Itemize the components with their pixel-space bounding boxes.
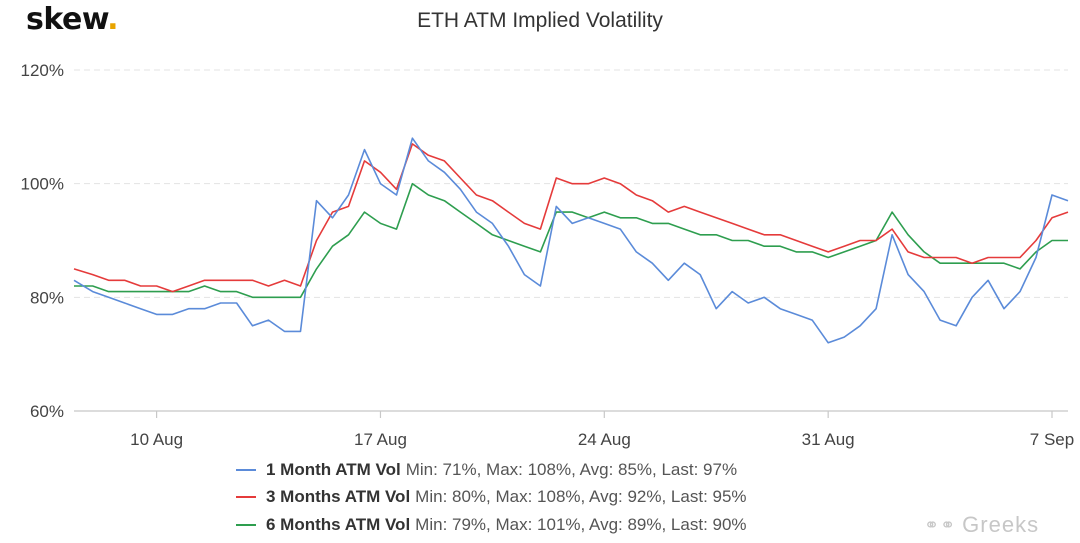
legend-item-6m[interactable]: 6 Months ATM Vol Min: 79%, Max: 101%, Av… <box>236 511 747 539</box>
y-tick-label: 60% <box>30 402 64 421</box>
x-tick-label: 24 Aug <box>578 430 631 449</box>
legend-series-name: 1 Month ATM Vol <box>266 459 401 479</box>
legend-series-stats: Min: 79%, Max: 101%, Avg: 89%, Last: 90% <box>415 514 747 534</box>
greeks-watermark: ⚭⚭ Greeks <box>924 512 1039 538</box>
grid-lines <box>74 69 1068 298</box>
x-tick-label: 31 Aug <box>802 430 855 449</box>
legend-series-name: 3 Months ATM Vol <box>266 487 411 507</box>
legend-series-name: 6 Months ATM Vol <box>266 514 411 534</box>
x-tick-label: 7 Sep <box>1030 430 1074 449</box>
wechat-icon: ⚭⚭ <box>924 514 957 535</box>
chart-area: 60% 80% 100% 120% 10 Aug 17 Aug 24 Aug 31 Aug 7… <box>21 61 1075 449</box>
series-line-3m <box>73 143 1069 293</box>
watermark-text: Greeks <box>962 512 1040 537</box>
chart-title: ETH ATM Implied Volatility <box>417 9 663 32</box>
x-tick-label: 10 Aug <box>130 430 183 449</box>
legend-swatch-1m <box>236 468 256 471</box>
skew-logo-text: skew <box>26 2 108 37</box>
series-line-1m <box>73 137 1069 344</box>
skew-logo-dot: . <box>107 2 119 37</box>
skew-logo: skew. <box>26 2 119 37</box>
y-tick-label: 80% <box>30 288 64 307</box>
x-tick-labels: 10 Aug 17 Aug 24 Aug 31 Aug 7 Sep <box>130 411 1074 449</box>
legend-swatch-3m <box>236 496 256 499</box>
legend-item-1m[interactable]: 1 Month ATM Vol Min: 71%, Max: 108%, Avg… <box>236 456 747 484</box>
series-line-6m <box>74 182 1068 299</box>
chart-legend: 1 Month ATM Vol Min: 71%, Max: 108%, Avg… <box>236 456 747 539</box>
legend-item-3m[interactable]: 3 Months ATM Vol Min: 80%, Max: 108%, Av… <box>236 484 747 512</box>
series-lines <box>73 137 1069 344</box>
y-tick-labels: 60% 80% 100% 120% <box>21 61 64 421</box>
legend-swatch-6m <box>236 523 256 526</box>
legend-series-stats: Min: 71%, Max: 108%, Avg: 85%, Last: 97% <box>405 459 738 479</box>
legend-series-stats: Min: 80%, Max: 108%, Avg: 92%, Last: 95% <box>415 487 747 507</box>
x-tick-label: 17 Aug <box>354 430 407 449</box>
y-tick-label: 100% <box>21 175 64 194</box>
y-tick-label: 120% <box>21 61 64 80</box>
